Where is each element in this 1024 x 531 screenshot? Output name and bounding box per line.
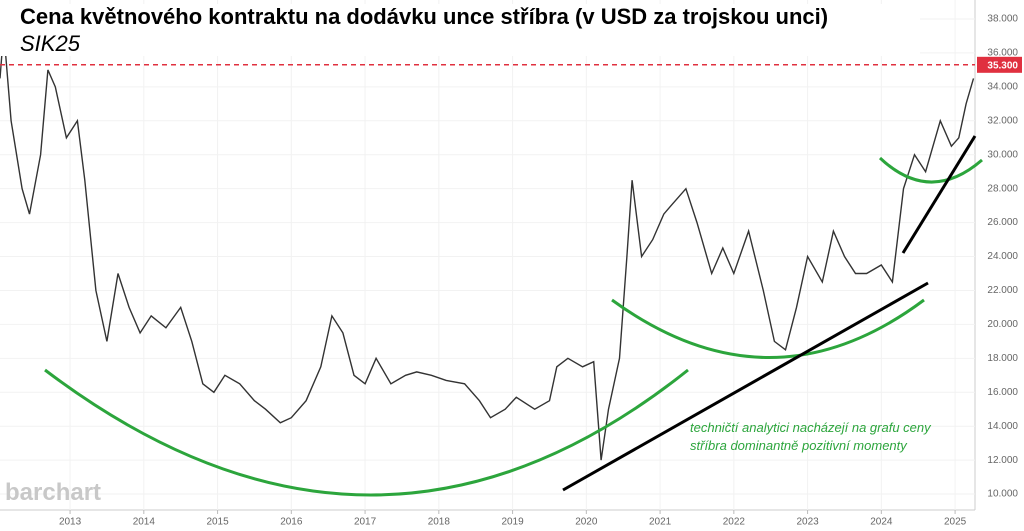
arc-middle	[611, 298, 925, 359]
y-tick-label: 22.000	[987, 285, 1018, 296]
chart-subtitle: SIK25	[20, 31, 81, 56]
y-tick-label: 10.000	[987, 489, 1018, 500]
y-tick-label: 38.000	[987, 14, 1018, 25]
grid	[0, 0, 976, 514]
x-tick-label: 2020	[575, 517, 598, 528]
y-tick-label: 20.000	[987, 319, 1018, 330]
x-tick-label: 2024	[870, 517, 893, 528]
arc-large	[44, 368, 689, 497]
y-tick-label: 34.000	[987, 82, 1018, 93]
x-tick-label: 2014	[133, 517, 156, 528]
trend-line	[901, 135, 977, 254]
y-tick-label: 24.000	[987, 251, 1018, 262]
x-tick-label: 2018	[428, 517, 451, 528]
y-tick-label: 28.000	[987, 183, 1018, 194]
x-tick-label: 2019	[501, 517, 524, 528]
price-line	[0, 30, 975, 461]
y-tick-label: 18.000	[987, 353, 1018, 364]
y-tick-label: 12.000	[987, 455, 1018, 466]
y-tick-label: 36.000	[987, 48, 1018, 59]
price-label-box	[977, 56, 1022, 73]
price-label: 35.300	[987, 60, 1018, 71]
x-tick-label: 2022	[723, 517, 746, 528]
x-tick-label: 2013	[59, 517, 82, 528]
arc-small	[878, 156, 983, 184]
y-tick-label: 26.000	[987, 217, 1018, 228]
x-tick-label: 2025	[944, 517, 967, 528]
plot	[0, 30, 975, 461]
annotation: techničtí analytici nacházejí na grafu c…	[690, 420, 932, 435]
x-tick-label: 2023	[796, 517, 819, 528]
x-tick-label: 2015	[206, 517, 229, 528]
y-tick-label: 14.000	[987, 421, 1018, 432]
watermark: barchart	[5, 479, 101, 506]
y-tick-label: 30.000	[987, 149, 1018, 160]
x-tick-label: 2017	[354, 517, 377, 528]
trend-line	[562, 281, 929, 492]
annotation: stříbra dominantně pozitivní momenty	[690, 438, 908, 453]
x-tick-label: 2021	[649, 517, 672, 528]
chart-title: Cena květnového kontraktu na dodávku unc…	[20, 4, 828, 29]
y-tick-label: 32.000	[987, 115, 1018, 126]
y-tick-label: 16.000	[987, 387, 1018, 398]
x-tick-label: 2016	[280, 517, 303, 528]
title-background	[0, 4, 920, 56]
